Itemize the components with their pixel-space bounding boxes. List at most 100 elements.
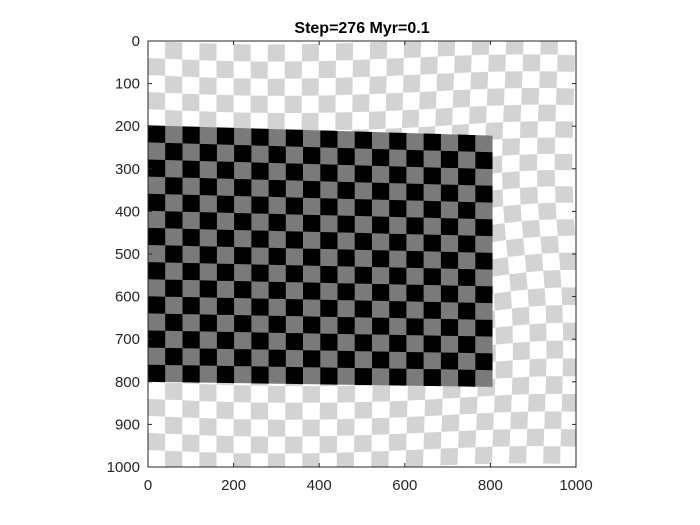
block-cell [268,281,286,299]
block-cell [303,350,321,368]
background-cell [490,257,510,277]
block-cell [337,283,355,301]
background-cell [452,89,471,108]
block-cell [285,366,303,385]
y-tick-label: 100 [115,76,140,93]
background-cell [424,398,443,417]
background-cell [216,94,234,113]
block-cell [148,227,166,246]
background-cell [406,416,425,434]
background-cell [537,137,555,154]
block-cell [234,247,252,265]
background-cell [519,121,538,139]
block-cell [423,133,441,151]
block-cell [320,130,338,148]
background-cell [233,453,251,467]
background-cell [504,71,523,89]
block-cell [458,268,476,286]
block-cell [389,301,407,319]
block-cell [182,126,200,144]
background-cell [505,41,524,55]
x-tick-label: 200 [221,477,246,494]
background-cell [526,428,545,447]
block-cell [165,347,183,366]
block-cell [182,228,200,247]
background-cell [182,400,200,418]
block-cell [148,330,166,348]
background-cell [554,153,573,171]
background-cell [502,138,520,156]
block-cell [165,313,183,332]
y-tick-label: 300 [115,161,140,178]
block-cell [423,234,441,252]
background-cell [371,450,389,467]
block-cell [389,166,407,184]
block-cell [440,318,459,336]
block-cell [251,230,269,248]
background-cell [471,41,490,56]
block-checker [148,125,493,387]
background-cell [199,418,217,436]
background-cell [285,436,303,454]
block-cell [320,367,338,385]
background-cell [335,42,354,61]
background-cell [543,446,561,464]
block-cell [148,262,166,280]
block-cell [337,147,355,166]
background-cell [337,418,355,436]
block-cell [320,198,338,216]
block-cell [216,263,235,281]
background-cell [199,111,217,129]
block-cell [234,315,252,333]
block-cell [458,336,476,354]
background-cell [402,109,420,128]
block-cell [216,365,235,384]
background-cell [561,393,576,412]
block-cell [475,319,493,337]
block-cell [148,159,166,178]
background-cell [511,306,530,326]
background-cell [352,59,370,78]
block-cell [285,333,303,351]
block-cell [354,368,372,386]
background-cell [539,71,558,89]
background-cell [527,288,546,307]
background-cell [556,219,575,236]
background-cell [199,452,217,467]
background-cell [216,435,234,454]
block-cell [440,352,459,370]
background-cell [369,76,387,95]
background-cell [561,287,576,305]
block-cell [234,213,252,231]
block-cell [354,300,372,318]
block-cell [320,164,338,182]
background-cell [524,253,544,273]
background-cell [318,60,336,79]
block-cell [165,245,183,263]
background-cell [302,453,320,467]
x-tick-label: 600 [392,477,417,494]
background-cell [250,402,268,420]
background-cell [233,78,251,96]
block-cell [303,316,321,334]
block-cell [372,148,390,167]
background-cell [216,401,234,420]
background-cell [389,400,408,418]
x-tick-label: 1000 [559,477,592,494]
background-cell [371,417,390,435]
background-cell [459,396,478,415]
background-cell [495,360,513,379]
background-cell [337,385,355,403]
background-cell [386,58,404,77]
block-cell [268,349,286,367]
axes: 0 200 400 600 800 100001002003004005006007008… [107,33,593,494]
background-cell [354,434,372,453]
background-cell [529,358,547,377]
background-cell [318,95,336,113]
background-cell [559,252,576,270]
background-cell [540,41,558,55]
block-cell [234,178,252,197]
background-cell [537,104,556,122]
block-cell [182,365,200,383]
block-cell [458,168,476,186]
